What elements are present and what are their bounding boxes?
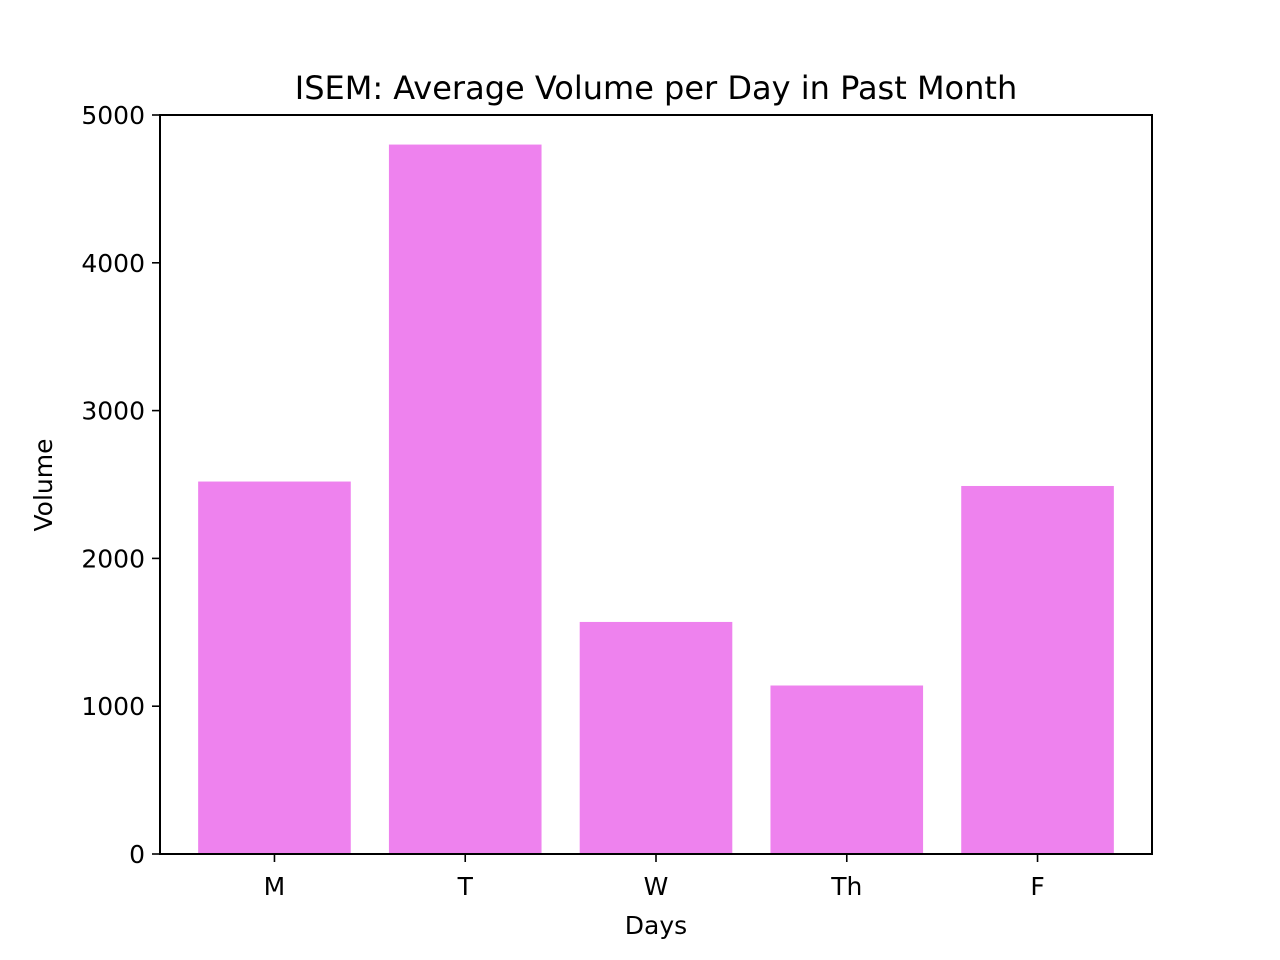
chart-title: ISEM: Average Volume per Day in Past Mon…	[295, 69, 1017, 107]
x-tick-label: T	[457, 872, 474, 901]
x-axis-ticks: M T W Th F	[264, 854, 1045, 901]
x-axis-label: Days	[625, 911, 687, 940]
y-axis-label: Volume	[29, 439, 58, 532]
y-tick-label: 0	[129, 840, 145, 869]
bar-f	[961, 485, 1114, 854]
x-tick-label: M	[264, 872, 286, 901]
bar-w	[579, 621, 733, 854]
x-tick-label: Th	[830, 872, 862, 901]
bars-group	[198, 144, 1114, 854]
x-tick-label: W	[644, 872, 669, 901]
y-tick-label: 4000	[81, 249, 145, 278]
bar-th	[770, 685, 924, 854]
bar-m	[198, 481, 351, 854]
plot-frame	[159, 114, 1153, 855]
y-tick-label: 3000	[81, 397, 145, 426]
x-tick-label: F	[1030, 872, 1044, 901]
y-axis-ticks: 0 1000 2000 3000 4000 5000	[81, 101, 160, 869]
y-tick-label: 2000	[81, 544, 145, 573]
y-tick-label: 1000	[81, 692, 145, 721]
bar-t	[388, 144, 542, 854]
y-tick-label: 5000	[81, 101, 145, 130]
